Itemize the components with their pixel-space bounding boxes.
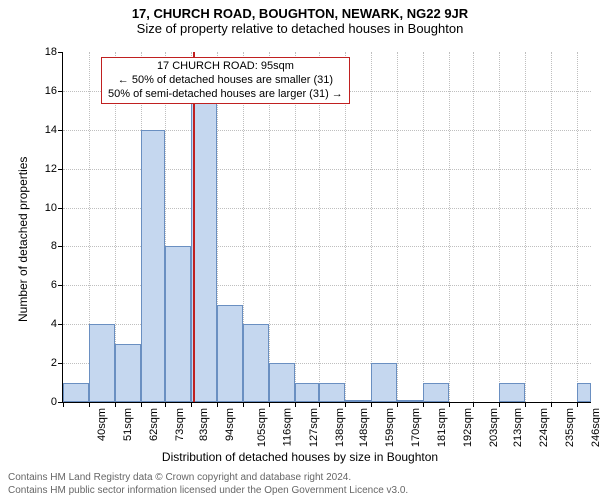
xtick-mark <box>141 402 142 407</box>
xtick-label: 159sqm <box>384 408 396 447</box>
xtick-label: 94sqm <box>224 408 236 441</box>
annotation-line: 50% of semi-detached houses are larger (… <box>108 88 343 102</box>
xtick-label: 235sqm <box>564 408 576 447</box>
footer-line: Contains HM public sector information li… <box>8 485 600 498</box>
gridline-v <box>371 52 372 402</box>
chart-subtitle: Size of property relative to detached ho… <box>0 21 600 36</box>
histogram-bar <box>423 383 449 402</box>
property-marker-line <box>193 52 195 402</box>
xtick-label: 51sqm <box>122 408 134 441</box>
xtick-label: 127sqm <box>308 408 320 447</box>
gridline-v <box>525 52 526 402</box>
histogram-bar <box>141 130 165 402</box>
xtick-mark <box>269 402 270 407</box>
xtick-label: 83sqm <box>198 408 210 441</box>
plot-area: 02468101214161840sqm51sqm62sqm73sqm83sqm… <box>62 52 591 403</box>
xtick-mark <box>449 402 450 407</box>
xtick-mark <box>345 402 346 407</box>
xtick-mark <box>243 402 244 407</box>
annotation-line: ← 50% of detached houses are smaller (31… <box>108 74 343 88</box>
histogram-bar <box>577 383 591 402</box>
gridline-v <box>577 52 578 402</box>
ytick-label: 0 <box>51 396 63 408</box>
xtick-mark <box>295 402 296 407</box>
gridline-v <box>473 52 474 402</box>
xtick-label: 170sqm <box>410 408 422 447</box>
ytick-label: 10 <box>45 202 63 214</box>
ytick-label: 2 <box>51 357 63 369</box>
histogram-bar <box>371 363 397 402</box>
xtick-mark <box>319 402 320 407</box>
xtick-label: 62sqm <box>148 408 160 441</box>
xtick-mark <box>89 402 90 407</box>
footer: Contains HM Land Registry data © Crown c… <box>0 472 600 497</box>
chart-title: 17, CHURCH ROAD, BOUGHTON, NEWARK, NG22 … <box>0 0 600 21</box>
ytick-label: 6 <box>51 279 63 291</box>
ytick-label: 4 <box>51 318 63 330</box>
histogram-bar <box>319 383 345 402</box>
xtick-mark <box>423 402 424 407</box>
gridline-v <box>449 52 450 402</box>
xtick-mark <box>165 402 166 407</box>
gridline-v <box>345 52 346 402</box>
xtick-mark <box>217 402 218 407</box>
ytick-label: 16 <box>45 85 63 97</box>
histogram-bar <box>217 305 243 402</box>
xtick-label: 116sqm <box>281 408 293 446</box>
xtick-label: 148sqm <box>358 408 370 447</box>
annotation-box: 17 CHURCH ROAD: 95sqm← 50% of detached h… <box>101 57 350 104</box>
gridline-v <box>499 52 500 402</box>
gridline-v <box>397 52 398 402</box>
xtick-label: 40sqm <box>96 408 108 441</box>
xtick-mark <box>63 402 64 407</box>
y-axis-label: Number of detached properties <box>16 157 30 322</box>
xtick-mark <box>397 402 398 407</box>
histogram-bar <box>345 400 371 402</box>
annotation-line: 17 CHURCH ROAD: 95sqm <box>108 60 343 74</box>
ytick-label: 8 <box>51 240 63 252</box>
xtick-mark <box>191 402 192 407</box>
gridline-v <box>295 52 296 402</box>
footer-line: Contains HM Land Registry data © Crown c… <box>8 472 600 485</box>
histogram-bar <box>89 324 115 402</box>
xtick-label: 105sqm <box>256 408 268 447</box>
xtick-mark <box>371 402 372 407</box>
histogram-bar <box>269 363 295 402</box>
histogram-bar <box>115 344 141 402</box>
histogram-bar <box>165 246 191 402</box>
xtick-label: 203sqm <box>488 408 500 447</box>
gridline-v <box>423 52 424 402</box>
gridline-v <box>269 52 270 402</box>
ytick-label: 18 <box>45 46 63 58</box>
histogram-bar <box>63 383 89 402</box>
ytick-label: 14 <box>45 124 63 136</box>
xtick-label: 224sqm <box>538 408 550 447</box>
xtick-label: 213sqm <box>512 408 524 447</box>
xtick-label: 73sqm <box>174 408 186 441</box>
gridline-v <box>551 52 552 402</box>
histogram-bar <box>499 383 525 402</box>
xtick-label: 192sqm <box>462 408 474 447</box>
xtick-mark <box>577 402 578 407</box>
histogram-bar <box>243 324 269 402</box>
xtick-label: 138sqm <box>334 408 346 447</box>
histogram-bar <box>397 400 423 402</box>
xtick-label: 246sqm <box>590 408 600 447</box>
xtick-mark <box>525 402 526 407</box>
x-axis-label: Distribution of detached houses by size … <box>0 450 600 464</box>
xtick-mark <box>115 402 116 407</box>
gridline-v <box>319 52 320 402</box>
ytick-label: 12 <box>45 163 63 175</box>
xtick-mark <box>499 402 500 407</box>
xtick-mark <box>551 402 552 407</box>
xtick-mark <box>473 402 474 407</box>
xtick-label: 181sqm <box>436 408 448 447</box>
histogram-bar <box>295 383 319 402</box>
